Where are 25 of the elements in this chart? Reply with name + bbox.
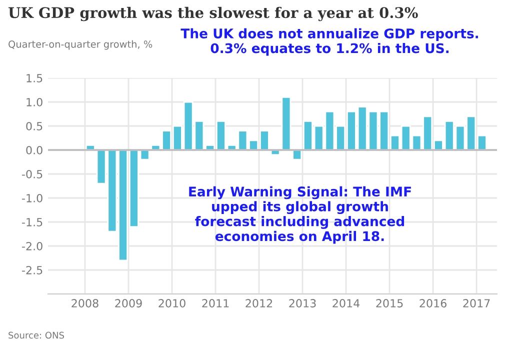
x-tick-label: 2011 [202, 299, 229, 308]
y-axis-title: Quarter-on-quarter growth, % [8, 40, 152, 50]
y-tick-label: 1.5 [26, 74, 42, 82]
source-note: Source: ONS [8, 332, 64, 339]
x-tick-label: 2008 [72, 299, 98, 308]
y-tick-label: 1.0 [26, 98, 42, 106]
x-tick-label: 2013 [289, 299, 316, 308]
bar [281, 96, 292, 151]
x-tick-label: 2017 [463, 299, 490, 308]
x-tick-label: 2012 [246, 299, 272, 308]
x-tick-label: 2014 [332, 299, 360, 308]
y-tick-label: -2.0 [22, 242, 42, 250]
x-tick-label: 2009 [115, 299, 142, 308]
chart-title: UK GDP growth was the slowest for a year at 0.3% [8, 6, 418, 22]
x-tick-label: 2015 [376, 299, 403, 308]
text: The UK does not annualize GDP reports. 0.3% equates to 1.2% in the US. [180, 28, 478, 56]
x-tick-label: 2010 [158, 299, 186, 308]
y-tick-label: 0.0 [26, 146, 42, 154]
y-tick-label: -1.0 [22, 194, 42, 202]
y-tick-label: -0.5 [22, 170, 42, 178]
x-tick-label: 2016 [420, 299, 446, 308]
y-tick-label: -1.5 [22, 218, 42, 226]
y-tick-label: 0.5 [26, 122, 42, 130]
annotation: Early Warning Signal: The IMF upped its global growth forecast including advanced economies on April 18. [189, 186, 411, 244]
y-tick-label: -2.5 [22, 266, 42, 274]
